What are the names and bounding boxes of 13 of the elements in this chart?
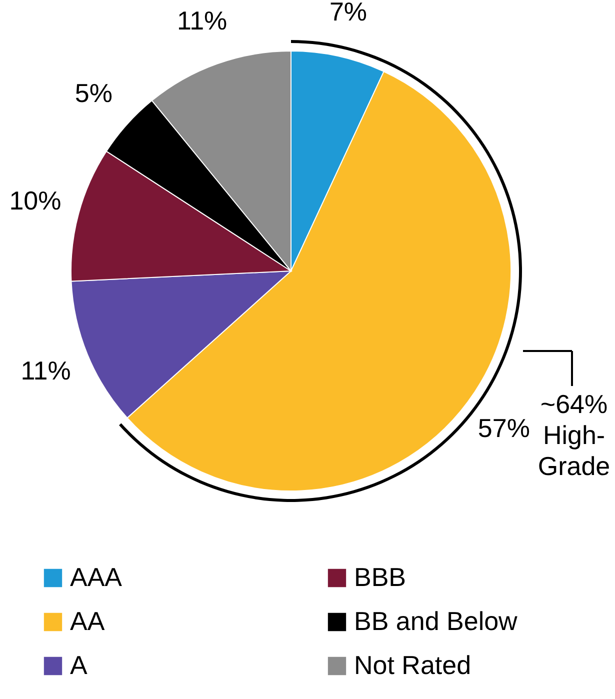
legend-label: AA bbox=[70, 606, 106, 636]
legend-label: BBB bbox=[354, 562, 406, 592]
data-label: 11% bbox=[177, 5, 228, 36]
data-label: 5% bbox=[74, 78, 112, 108]
data-label: 57% bbox=[478, 412, 530, 443]
legend-label: Not Rated bbox=[354, 650, 472, 680]
text: ~64% High- Grade bbox=[538, 389, 610, 481]
legend-label: BB and Below bbox=[354, 606, 518, 636]
data-label: 7% bbox=[329, 0, 368, 26]
legend-label: A bbox=[70, 650, 88, 680]
data-label: 10% bbox=[9, 186, 62, 216]
legend-label: AAA bbox=[70, 562, 123, 592]
data-label: 11% bbox=[20, 355, 71, 386]
